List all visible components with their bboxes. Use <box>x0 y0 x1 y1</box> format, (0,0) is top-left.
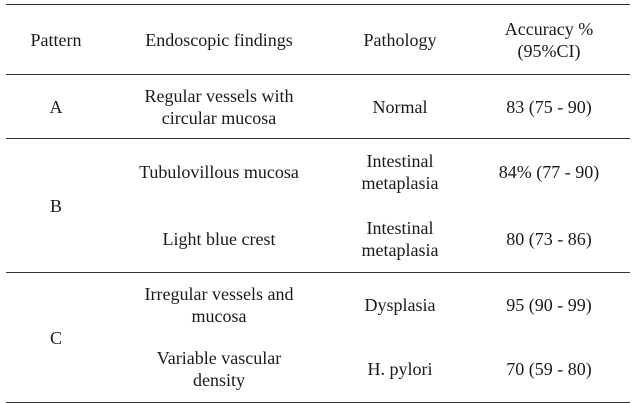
header-row: Pattern Endoscopic findings Pathology Ac… <box>6 4 630 75</box>
pathology-line2: metaplasia <box>361 173 439 194</box>
pathology-line1: Intestinal <box>366 217 434 238</box>
pattern-cell-c: C <box>6 272 106 403</box>
pathology-line2: metaplasia <box>361 239 439 260</box>
findings-line1: Regular vessels with <box>144 85 294 106</box>
accuracy-cell: 80 (73 - 86) <box>468 205 630 273</box>
accuracy-table: Pattern Endoscopic findings Pathology Ac… <box>6 4 630 403</box>
pathology-cell: Dysplasia <box>332 273 468 337</box>
findings-line1: Light blue crest <box>162 228 276 249</box>
header-accuracy-line2: (95%CI) <box>517 40 581 61</box>
findings-cell: Variable vascular density <box>106 336 332 403</box>
accuracy-cell: 83 (75 - 90) <box>468 74 630 139</box>
table-row: A Regular vessels with circular mucosa N… <box>6 74 630 139</box>
accuracy-cell: 95 (90 - 99) <box>506 294 592 315</box>
pattern-cell-b: B <box>6 138 106 273</box>
findings-line1: Variable vascular <box>156 348 282 369</box>
findings-line2: mucosa <box>191 305 247 326</box>
pathology-cell: Normal <box>332 74 468 139</box>
header-accuracy: Accuracy % (95%CI) <box>468 4 630 75</box>
pathology-cell: H. pylori <box>332 336 468 403</box>
pathology-cell: Intestinal metaplasia <box>332 139 468 206</box>
findings-line2: density <box>193 370 245 391</box>
findings-cell: Irregular vessels and mucosa <box>106 273 332 337</box>
findings-line1: Tubulovillous mucosa <box>139 162 299 183</box>
findings-cell: Light blue crest <box>106 205 332 273</box>
pathology-line1: H. pylori <box>367 359 433 380</box>
accuracy-cell: 70 (59 - 80) <box>468 336 630 403</box>
header-pattern: Pattern <box>6 4 106 75</box>
header-accuracy-line1: Accuracy % <box>504 18 594 39</box>
table-row: Light blue crest Intestinal metaplasia 8… <box>6 205 630 273</box>
header-findings: Endoscopic findings <box>106 4 332 75</box>
table-row: C Irregular vessels and mucosa Dysplasia… <box>6 272 630 403</box>
table-row: B Tubulovillous mucosa Intestinal metapl… <box>6 138 630 273</box>
header-pathology: Pathology <box>332 4 468 75</box>
findings-cell: Regular vessels with circular mucosa <box>106 74 332 139</box>
table-body: A Regular vessels with circular mucosa N… <box>6 74 630 403</box>
table-header: Pattern Endoscopic findings Pathology Ac… <box>6 4 630 75</box>
table-row: Variable vascular density H. pylori 70 (… <box>6 336 630 403</box>
accuracy-table-container: Pattern Endoscopic findings Pathology Ac… <box>6 4 630 403</box>
pathology-line1: Dysplasia <box>364 294 436 315</box>
accuracy-cell: 84% (77 - 90) <box>498 162 600 183</box>
findings-cell: Tubulovillous mucosa <box>106 139 332 206</box>
pattern-cell-a: A <box>6 74 106 139</box>
findings-line2: circular mucosa <box>161 107 277 128</box>
pathology-line1: Normal <box>372 96 428 117</box>
pathology-line1: Intestinal <box>366 151 434 172</box>
pathology-cell: Intestinal metaplasia <box>332 205 468 273</box>
findings-line1: Irregular vessels and <box>144 283 294 304</box>
